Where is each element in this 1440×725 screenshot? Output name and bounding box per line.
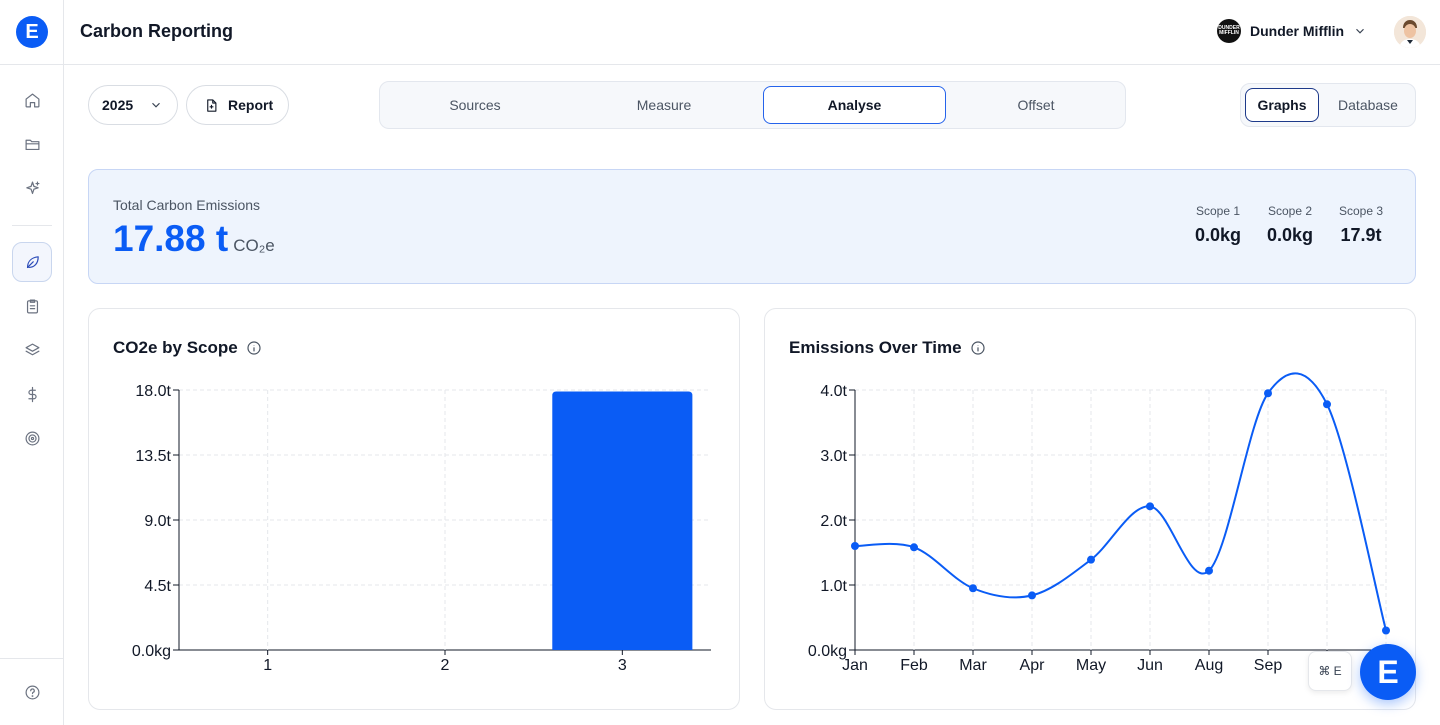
x-tick-label: Sep [1254,657,1283,674]
scope-label: Scope 3 [1338,204,1384,218]
data-point [910,543,918,552]
x-tick-label: Jan [842,657,868,674]
sidebar-bottom-divider [0,658,64,659]
y-tick-label: 3.0t [820,448,847,465]
y-tick-label: 4.5t [144,578,171,595]
home-icon[interactable] [12,80,52,120]
app-logo[interactable]: E [16,16,48,48]
scope-label: Scope 2 [1267,204,1313,218]
tab-database[interactable]: Database [1338,97,1398,113]
data-point [1028,591,1036,600]
total-emissions-label: Total Carbon Emissions [113,197,261,213]
year-value: 2025 [102,97,134,113]
card-title-text: CO2e by Scope [113,338,238,357]
tab-offset[interactable]: Offset [1017,97,1055,113]
top-bar: Carbon Reporting DUNDER MIFFLIN Dunder Mi… [64,0,1440,65]
card-title: Emissions Over Time [789,338,986,358]
scope-value: 0.0kg [1266,225,1314,245]
sparkle-icon[interactable] [12,168,52,208]
x-tick-label: Apr [1020,657,1046,674]
page-title: Carbon Reporting [80,21,233,41]
target-icon[interactable] [12,418,52,458]
company-name: Dunder Mifflin [1250,23,1345,39]
file-icon [207,98,217,112]
x-tick-label: Mar [959,657,987,674]
year-select[interactable]: 2025 [88,85,178,125]
scope-value: 0.0kg [1194,225,1242,245]
x-tick-label: Aug [1195,657,1223,674]
view-toggle: Graphs Database [1240,83,1416,127]
y-tick-label: 4.0t [820,383,847,400]
scope-label: Scope 1 [1195,204,1241,218]
line-chart: 0.0kg 1.0t 2.0t 3.0t 4.0t Jan Feb Mar Apr May Jun A… [808,372,1390,674]
y-tick-label: 1.0t [820,578,847,595]
y-tick-label: 0.0kg [132,643,171,660]
data-point [1146,502,1154,511]
report-label: Report [228,97,274,113]
sidebar-divider [0,64,64,65]
workflow-tabs: Sources Measure Analyse Offset [379,81,1126,129]
data-point [1382,626,1390,635]
data-point [969,584,977,593]
company-logo: DUNDER MIFFLIN [1217,19,1241,43]
emissions-over-time-card: Emissions Over Time 0.0kg 1.0t 2.0t 3.0t 4.0… [764,308,1416,710]
layers-icon[interactable] [12,330,52,370]
sidebar-separator [12,225,52,226]
total-emissions-unit: CO₂e [233,236,275,255]
tab-measure[interactable]: Measure [636,97,692,113]
info-icon[interactable] [970,340,986,356]
data-point [1087,555,1095,564]
co2e-by-scope-card: CO2e by Scope 0.0kg 4.5t 9.0t 13.5t 18.0t 1 2 3 [88,308,740,710]
sidebar: E [0,0,64,725]
data-point [1205,566,1213,575]
x-tick-label: May [1076,657,1106,674]
help-icon[interactable] [12,672,52,712]
scope-value: 17.9t [1340,225,1382,245]
y-tick-label: 2.0t [820,513,847,530]
tab-graphs[interactable]: Graphs [1245,88,1319,122]
scope-3-stat: Scope 3 17.9t [1326,204,1396,246]
bar-chart: 0.0kg 4.5t 9.0t 13.5t 18.0t 1 2 3 [132,383,711,674]
chevron-down-icon [1356,28,1365,34]
total-emissions-panel: Total Carbon Emissions 17.88 t CO₂e Scop… [88,169,1416,284]
scope-2-stat: Scope 2 0.0kg [1255,204,1325,246]
x-tick-label: Jun [1137,657,1163,674]
tab-analyse[interactable]: Analyse [763,86,946,124]
clipboard-icon[interactable] [12,286,52,326]
y-tick-label: 18.0t [135,383,171,400]
chevron-down-icon [152,102,161,108]
total-emissions-number: 17.88 t [113,218,229,259]
report-button[interactable]: Report [186,85,289,125]
assistant-fab[interactable]: E [1360,644,1416,700]
x-tick-label: 2 [441,657,450,674]
company-switcher[interactable]: DUNDER MIFFLIN Dunder Mifflin [1217,19,1367,43]
x-tick-label: 3 [618,657,627,674]
y-tick-label: 13.5t [135,448,171,465]
data-point [1323,400,1331,409]
info-icon[interactable] [246,340,262,356]
card-title-text: Emissions Over Time [789,338,962,357]
dollar-icon[interactable] [12,374,52,414]
total-emissions-value: 17.88 t CO₂e [113,218,275,260]
leaf-icon[interactable] [12,242,52,282]
scope-1-stat: Scope 1 0.0kg [1183,204,1253,246]
user-avatar[interactable] [1394,16,1426,48]
folder-icon[interactable] [12,124,52,164]
y-tick-label: 9.0t [144,513,171,530]
x-tick-label: Feb [900,657,928,674]
card-title: CO2e by Scope [113,338,262,358]
x-tick-label: 1 [263,657,272,674]
command-shortcut-button[interactable]: ⌘ E [1308,651,1352,691]
y-tick-label: 0.0kg [808,643,847,660]
tab-sources[interactable]: Sources [449,97,501,113]
bar [552,391,693,650]
series-line [854,372,1387,631]
data-point [1264,389,1272,398]
data-point [851,542,859,550]
